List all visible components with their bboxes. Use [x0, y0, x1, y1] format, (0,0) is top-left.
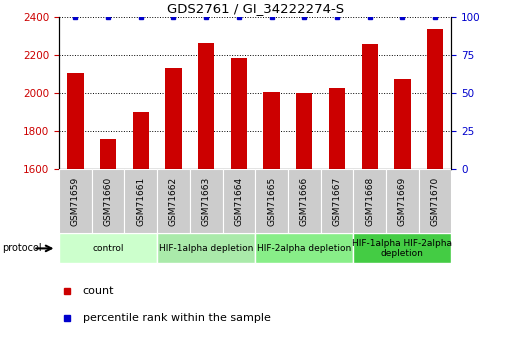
Text: GSM71663: GSM71663 — [202, 176, 211, 226]
Bar — [263, 92, 280, 169]
Bar — [190, 169, 223, 233]
Bar — [223, 169, 255, 233]
Bar — [386, 169, 419, 233]
Bar — [59, 234, 157, 263]
Bar — [92, 169, 125, 233]
Bar — [132, 112, 149, 169]
Text: HIF-1alpha HIF-2alpha
depletion: HIF-1alpha HIF-2alpha depletion — [352, 239, 452, 258]
Bar — [288, 169, 321, 233]
Bar — [419, 169, 451, 233]
Text: GSM71664: GSM71664 — [234, 176, 243, 226]
Text: GSM71661: GSM71661 — [136, 176, 145, 226]
Text: control: control — [92, 244, 124, 253]
Text: count: count — [83, 286, 114, 296]
Bar — [255, 169, 288, 233]
Text: GSM71669: GSM71669 — [398, 176, 407, 226]
Text: percentile rank within the sample: percentile rank within the sample — [83, 313, 270, 323]
Text: GSM71670: GSM71670 — [430, 176, 440, 226]
Text: GSM71665: GSM71665 — [267, 176, 276, 226]
Text: GSM71659: GSM71659 — [71, 176, 80, 226]
Title: GDS2761 / GI_34222274-S: GDS2761 / GI_34222274-S — [167, 2, 344, 15]
Bar — [124, 169, 157, 233]
Bar — [362, 44, 378, 169]
Bar — [255, 234, 353, 263]
Bar — [394, 79, 410, 169]
Bar — [59, 169, 92, 233]
Bar — [157, 234, 255, 263]
Bar — [198, 43, 214, 169]
Text: GSM71660: GSM71660 — [104, 176, 112, 226]
Bar — [296, 93, 312, 169]
Bar — [157, 169, 190, 233]
Text: protocol: protocol — [3, 244, 42, 253]
Bar — [427, 29, 443, 169]
Text: HIF-2alpha depletion: HIF-2alpha depletion — [257, 244, 351, 253]
Text: GSM71667: GSM71667 — [332, 176, 342, 226]
Bar — [353, 169, 386, 233]
Text: GSM71666: GSM71666 — [300, 176, 309, 226]
Bar — [353, 234, 451, 263]
Bar — [165, 68, 182, 169]
Bar — [100, 139, 116, 169]
Bar — [67, 73, 84, 169]
Text: GSM71662: GSM71662 — [169, 176, 178, 226]
Text: HIF-1alpha depletion: HIF-1alpha depletion — [159, 244, 253, 253]
Bar — [231, 58, 247, 169]
Bar — [321, 169, 353, 233]
Bar — [329, 88, 345, 169]
Text: GSM71668: GSM71668 — [365, 176, 374, 226]
